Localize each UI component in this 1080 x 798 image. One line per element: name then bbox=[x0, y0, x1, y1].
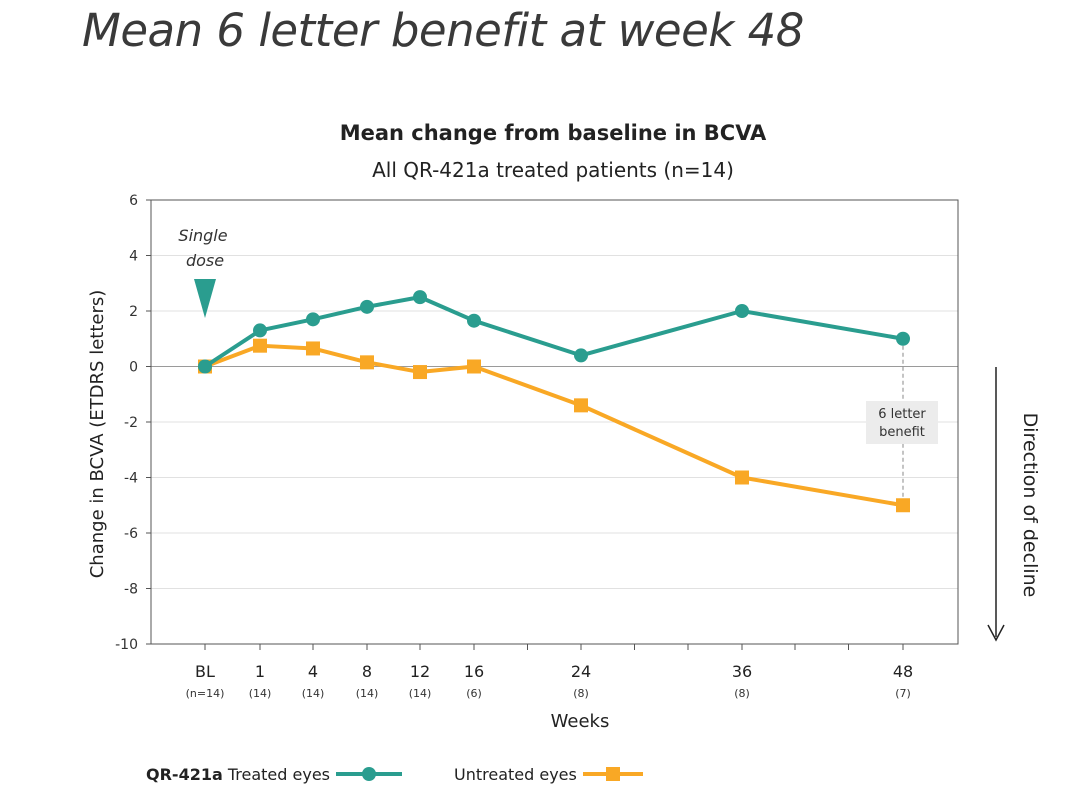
y-tick-labels: 6 4 2 0 -2 -4 -6 -8 -10 bbox=[115, 193, 138, 653]
untreated-point bbox=[574, 398, 588, 413]
x-tick-sublabel: (6) bbox=[466, 687, 482, 700]
x-axis-label: Weeks bbox=[551, 711, 610, 732]
untreated-point bbox=[467, 359, 481, 374]
x-tick-label: 48 bbox=[893, 662, 913, 681]
x-tick-sublabel: (14) bbox=[356, 687, 379, 700]
legend-untreated-swatch bbox=[582, 767, 643, 781]
legend-untreated: Untreated eyes bbox=[454, 762, 643, 786]
x-tick-label: 8 bbox=[362, 662, 372, 681]
legend-treated-swatch bbox=[336, 767, 403, 781]
chart-subtitle: All QR-421a treated patients (n=14) bbox=[372, 158, 734, 182]
untreated-point bbox=[896, 498, 910, 513]
untreated-point bbox=[253, 338, 267, 353]
y-tick-label: -4 bbox=[124, 471, 138, 487]
page-headline: Mean 6 letter benefit at week 48 bbox=[82, 4, 804, 57]
plot-frame bbox=[150, 199, 959, 645]
y-tick-label: 6 bbox=[129, 193, 138, 209]
treated-point bbox=[413, 290, 427, 305]
x-tick-label: 4 bbox=[308, 662, 318, 681]
legend-untreated-label: Untreated eyes bbox=[454, 764, 577, 784]
legend-treated: QR-421a Treated eyes bbox=[146, 762, 403, 786]
x-tick-sublabel: (8) bbox=[573, 687, 589, 700]
untreated-point bbox=[306, 341, 320, 356]
decline-arrow-icon bbox=[987, 624, 1005, 642]
y-tick-label: -2 bbox=[124, 415, 138, 431]
y-tick-label: 0 bbox=[129, 360, 138, 376]
axes bbox=[146, 199, 959, 650]
benefit-label-line2: benefit bbox=[879, 425, 925, 440]
treated-point bbox=[306, 312, 320, 327]
direction-of-decline-label: Direction of decline bbox=[1019, 413, 1041, 598]
x-tick-labels: BL (n=14) 1 (14) 4 (14) 8 (14) 12 (14) 16 (6) 24 (8) 3… bbox=[186, 662, 914, 700]
x-tick-sublabel: (7) bbox=[895, 687, 911, 700]
treated-series-line bbox=[203, 295, 904, 369]
x-tick-sublabel: (8) bbox=[734, 687, 750, 700]
treated-point bbox=[574, 348, 588, 363]
x-tick-sublabel: (14) bbox=[249, 687, 272, 700]
x-tick-sublabel: (14) bbox=[409, 687, 432, 700]
untreated-point bbox=[413, 365, 427, 380]
chart-title: Mean change from baseline in BCVA bbox=[340, 121, 767, 145]
untreated-point bbox=[735, 470, 749, 485]
y-tick-label: -10 bbox=[115, 637, 138, 653]
y-tick-label: 2 bbox=[129, 304, 138, 320]
untreated-point bbox=[360, 355, 374, 370]
series-layer bbox=[198, 290, 910, 513]
single-dose-text-line1: Single bbox=[178, 226, 227, 245]
single-dose-text-line2: dose bbox=[186, 251, 224, 270]
x-tick-sublabel: (14) bbox=[302, 687, 325, 700]
y-tick-label: -6 bbox=[124, 526, 138, 542]
treated-point bbox=[896, 331, 910, 346]
benefit-label-line1: 6 letter bbox=[878, 407, 926, 422]
treated-point bbox=[467, 313, 481, 328]
y-tick-label: 4 bbox=[129, 249, 138, 265]
benefit-label-box bbox=[866, 401, 938, 444]
single-dose-arrow-icon bbox=[194, 279, 216, 318]
treated-point bbox=[198, 359, 212, 374]
x-tick-label: 16 bbox=[464, 662, 484, 681]
treated-point bbox=[360, 299, 374, 314]
x-tick-label: 1 bbox=[255, 662, 265, 681]
treated-point bbox=[253, 323, 267, 338]
treated-point bbox=[735, 304, 749, 318]
untreated-series-line bbox=[204, 343, 904, 508]
direction-of-decline: Direction of decline bbox=[987, 367, 1041, 642]
y-tick-label: -8 bbox=[124, 582, 138, 598]
grid-lines bbox=[151, 255, 958, 589]
y-axis-label: Change in BCVA (ETDRS letters) bbox=[87, 290, 108, 579]
legend-treated-label: Treated eyes bbox=[227, 764, 331, 784]
x-tick-label: BL bbox=[195, 662, 215, 681]
x-tick-sublabel: (n=14) bbox=[186, 687, 225, 700]
x-tick-label: 36 bbox=[732, 662, 752, 681]
x-tick-label: 24 bbox=[571, 662, 591, 681]
x-tick-label: 12 bbox=[410, 662, 430, 681]
single-dose-annotation: Single dose bbox=[178, 226, 228, 318]
legend-treated-prefix: QR-421a bbox=[146, 764, 223, 784]
benefit-annotation: 6 letter benefit bbox=[866, 338, 938, 506]
